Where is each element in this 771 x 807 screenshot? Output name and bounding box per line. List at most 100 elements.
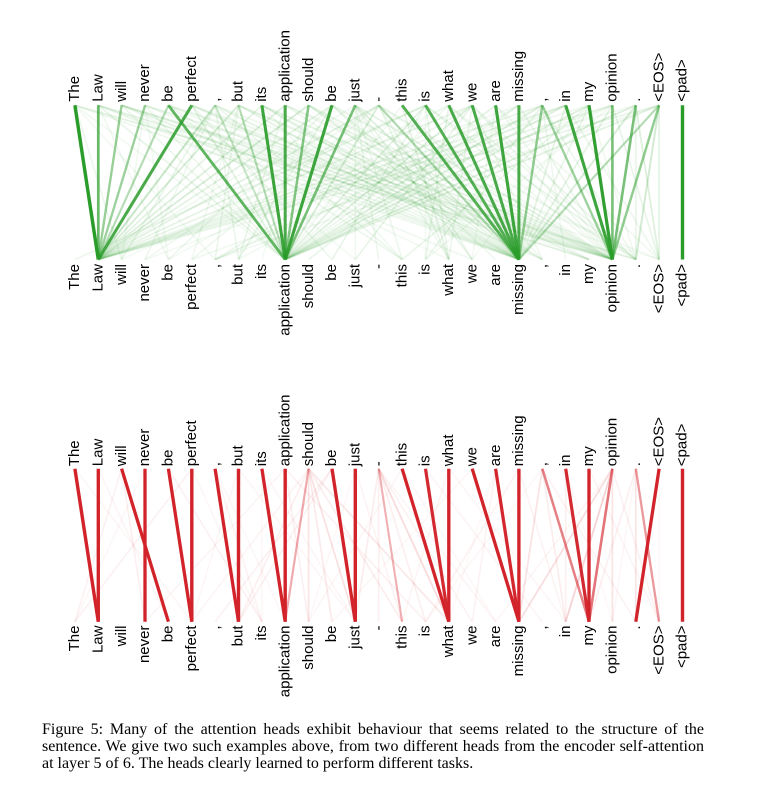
svg-text:-: -: [370, 626, 387, 631]
svg-text:,: ,: [206, 626, 223, 630]
svg-text:my: my: [580, 625, 597, 645]
svg-text:be: be: [323, 264, 340, 281]
svg-text:its: its: [253, 626, 270, 641]
svg-text:be: be: [160, 626, 177, 643]
svg-text:my: my: [580, 446, 597, 466]
svg-text:my: my: [580, 264, 597, 284]
svg-text:just: just: [347, 263, 364, 288]
svg-text:its: its: [253, 87, 270, 102]
svg-text:in: in: [557, 90, 574, 102]
svg-text:in: in: [557, 626, 574, 638]
svg-text:,: ,: [534, 462, 551, 466]
svg-text:be: be: [160, 264, 177, 281]
svg-text:opinion: opinion: [604, 418, 621, 466]
svg-text:what: what: [440, 69, 457, 103]
svg-text:never: never: [136, 626, 153, 664]
svg-text:application: application: [276, 30, 293, 102]
svg-text:missing: missing: [510, 415, 527, 466]
svg-text:,: ,: [534, 626, 551, 630]
svg-text:this: this: [393, 78, 410, 101]
svg-text:will: will: [113, 81, 130, 103]
svg-text:just: just: [347, 625, 364, 650]
svg-text:opinion: opinion: [604, 626, 621, 674]
svg-text:never: never: [136, 64, 153, 102]
svg-text:The: The: [66, 76, 83, 102]
svg-text:missing: missing: [510, 51, 527, 102]
svg-text:.: .: [627, 462, 644, 466]
svg-text:The: The: [66, 264, 83, 290]
svg-text:never: never: [136, 264, 153, 302]
svg-text:should: should: [300, 58, 317, 102]
svg-text:never: never: [136, 429, 153, 467]
svg-text:perfect: perfect: [183, 625, 200, 672]
svg-text:are: are: [487, 264, 504, 286]
svg-text:will: will: [113, 264, 130, 286]
svg-text:Law: Law: [90, 439, 107, 467]
svg-text:is: is: [417, 455, 434, 466]
svg-text:we: we: [463, 626, 480, 646]
svg-text:perfect: perfect: [183, 263, 200, 310]
svg-text:is: is: [417, 264, 434, 275]
svg-text:<pad>: <pad>: [674, 423, 691, 466]
svg-text:its: its: [253, 264, 270, 279]
svg-text:is: is: [417, 626, 434, 637]
svg-text:-: -: [370, 97, 387, 102]
svg-text:should: should: [300, 422, 317, 466]
svg-text:we: we: [463, 447, 480, 467]
svg-text:but: but: [230, 80, 247, 102]
svg-text:this: this: [393, 443, 410, 466]
svg-text:<EOS>: <EOS>: [650, 264, 667, 313]
svg-text:application: application: [276, 394, 293, 466]
svg-text:my: my: [580, 81, 597, 101]
svg-text:,: ,: [534, 264, 551, 268]
svg-text:what: what: [440, 263, 457, 297]
svg-text:,: ,: [206, 264, 223, 268]
svg-text:this: this: [393, 264, 410, 287]
svg-text:will: will: [113, 626, 130, 648]
svg-text:<EOS>: <EOS>: [650, 625, 667, 674]
svg-text:Law: Law: [90, 625, 107, 653]
svg-text:is: is: [417, 91, 434, 102]
svg-text:Law: Law: [90, 74, 107, 102]
svg-text:perfect: perfect: [183, 55, 200, 102]
svg-text:but: but: [230, 625, 247, 647]
svg-text:in: in: [557, 264, 574, 276]
svg-text:in: in: [557, 455, 574, 467]
svg-text:just: just: [347, 78, 364, 103]
svg-text:will: will: [113, 445, 130, 467]
svg-text:perfect: perfect: [183, 420, 200, 467]
svg-text:but: but: [230, 263, 247, 285]
svg-text:.: .: [627, 98, 644, 102]
svg-text:are: are: [487, 445, 504, 467]
svg-text:what: what: [440, 625, 457, 659]
svg-text:,: ,: [534, 98, 551, 102]
svg-text:<pad>: <pad>: [674, 59, 691, 102]
svg-text:should: should: [300, 264, 317, 308]
svg-text:are: are: [487, 80, 504, 102]
svg-text:application: application: [276, 264, 293, 336]
svg-text:are: are: [487, 626, 504, 648]
svg-text:<pad>: <pad>: [674, 625, 691, 668]
svg-text:-: -: [370, 461, 387, 466]
svg-text:we: we: [463, 83, 480, 103]
svg-text:we: we: [463, 264, 480, 284]
svg-text:Law: Law: [90, 264, 107, 292]
svg-text:be: be: [323, 85, 340, 102]
svg-text:be: be: [323, 626, 340, 643]
svg-text:opinion: opinion: [604, 53, 621, 101]
svg-text:missing: missing: [510, 626, 527, 677]
svg-text:what: what: [440, 434, 457, 468]
svg-text:The: The: [66, 626, 83, 652]
svg-text:,: ,: [206, 462, 223, 466]
svg-text:opinion: opinion: [604, 264, 621, 312]
svg-text:be: be: [323, 450, 340, 467]
svg-text:<EOS>: <EOS>: [650, 417, 667, 466]
svg-text:should: should: [300, 626, 317, 670]
svg-text:just: just: [347, 442, 364, 467]
svg-text:.: .: [627, 626, 644, 630]
svg-text:<EOS>: <EOS>: [650, 52, 667, 101]
svg-text:its: its: [253, 451, 270, 466]
svg-text:missing: missing: [510, 264, 527, 315]
svg-text:be: be: [160, 450, 177, 467]
svg-text:application: application: [276, 626, 293, 698]
